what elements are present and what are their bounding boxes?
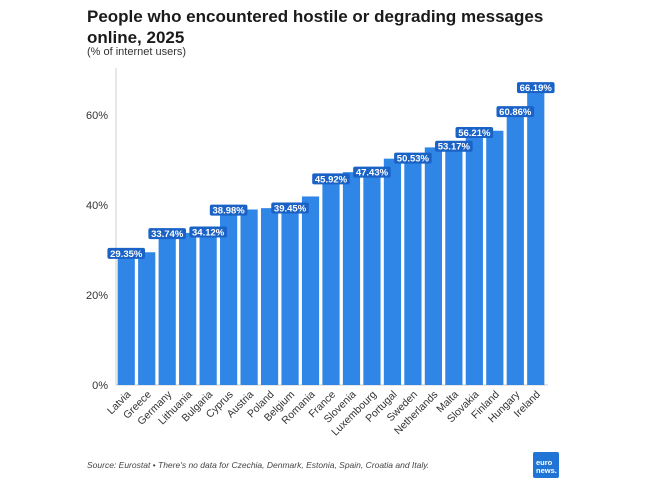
data-label: 34.12%: [189, 226, 227, 238]
data-label-text: 53.17%: [438, 142, 471, 153]
logo-line-2: news.: [536, 466, 557, 475]
data-label-text: 29.35%: [110, 249, 143, 260]
data-label-text: 45.92%: [315, 174, 348, 185]
bar-luxembourg: [363, 171, 381, 385]
data-label: 33.74%: [148, 228, 186, 240]
chart-title: People who encountered hostile or degrad…: [87, 7, 544, 47]
data-label: 39.45%: [271, 202, 309, 214]
bar-slovenia: [342, 172, 361, 385]
bar-netherlands: [424, 147, 442, 385]
bar-ireland: [527, 87, 545, 386]
chart-subtitle: (% of internet users): [87, 46, 187, 58]
data-label: 47.43%: [353, 166, 391, 179]
y-tick-label: 60%: [86, 110, 108, 122]
bar-finland: [486, 130, 504, 385]
source-note: Source: Eurostat • There's no data for C…: [87, 460, 430, 470]
data-label-background: [353, 166, 391, 178]
bar-malta: [445, 145, 463, 385]
data-label-background: [394, 152, 432, 164]
bar-sweden: [404, 157, 422, 385]
bar-belgium: [281, 207, 299, 385]
bar-slovakia: [465, 132, 483, 385]
logo-line-1: euro: [536, 458, 553, 467]
data-label-background: [435, 140, 473, 152]
bar-france: [322, 178, 340, 385]
bar-bulgaria: [199, 231, 217, 385]
data-label-text: 38.98%: [213, 206, 246, 217]
data-label-text: 66.19%: [520, 83, 553, 94]
bar-portugal: [383, 158, 402, 385]
data-label-background: [312, 173, 350, 185]
bar-poland: [260, 208, 279, 385]
data-label-text: 60.86%: [499, 107, 532, 118]
data-label-text: 33.74%: [151, 229, 184, 240]
data-label-background: [189, 226, 227, 238]
euronews-logo: euro news.: [533, 452, 559, 478]
data-label: 56.21%: [455, 127, 494, 139]
data-label-background: [516, 82, 555, 94]
y-tick-label: 20%: [86, 290, 108, 302]
data-label-text: 47.43%: [356, 168, 389, 179]
data-label-text: 34.12%: [192, 227, 225, 238]
bar-greece: [138, 252, 156, 385]
data-label-background: [107, 247, 146, 259]
data-label: 29.35%: [107, 247, 146, 260]
data-label-text: 39.45%: [274, 203, 307, 214]
bar-romania: [301, 196, 320, 385]
data-label: 38.98%: [209, 204, 248, 217]
bar-hungary: [506, 111, 524, 385]
data-label: 60.86%: [496, 106, 535, 118]
bar-latvia: [117, 252, 135, 385]
data-label: 66.19%: [516, 82, 555, 94]
data-label-background: [209, 204, 248, 216]
data-label-text: 50.53%: [397, 154, 430, 165]
data-label: 50.53%: [394, 152, 432, 165]
data-label-background: [271, 202, 309, 214]
data-label: 45.92%: [312, 173, 350, 185]
bar-lithuania: [179, 232, 197, 385]
y-tick-label: 0%: [92, 380, 108, 392]
data-label: 53.17%: [435, 140, 473, 153]
y-tick-label: 40%: [86, 200, 108, 212]
data-label-background: [148, 228, 186, 240]
data-label-background: [496, 106, 535, 118]
data-label-text: 56.21%: [458, 128, 491, 139]
bar-germany: [158, 233, 176, 385]
bar-austria: [240, 209, 258, 385]
bar-cyprus: [220, 209, 238, 385]
data-label-background: [455, 127, 494, 139]
